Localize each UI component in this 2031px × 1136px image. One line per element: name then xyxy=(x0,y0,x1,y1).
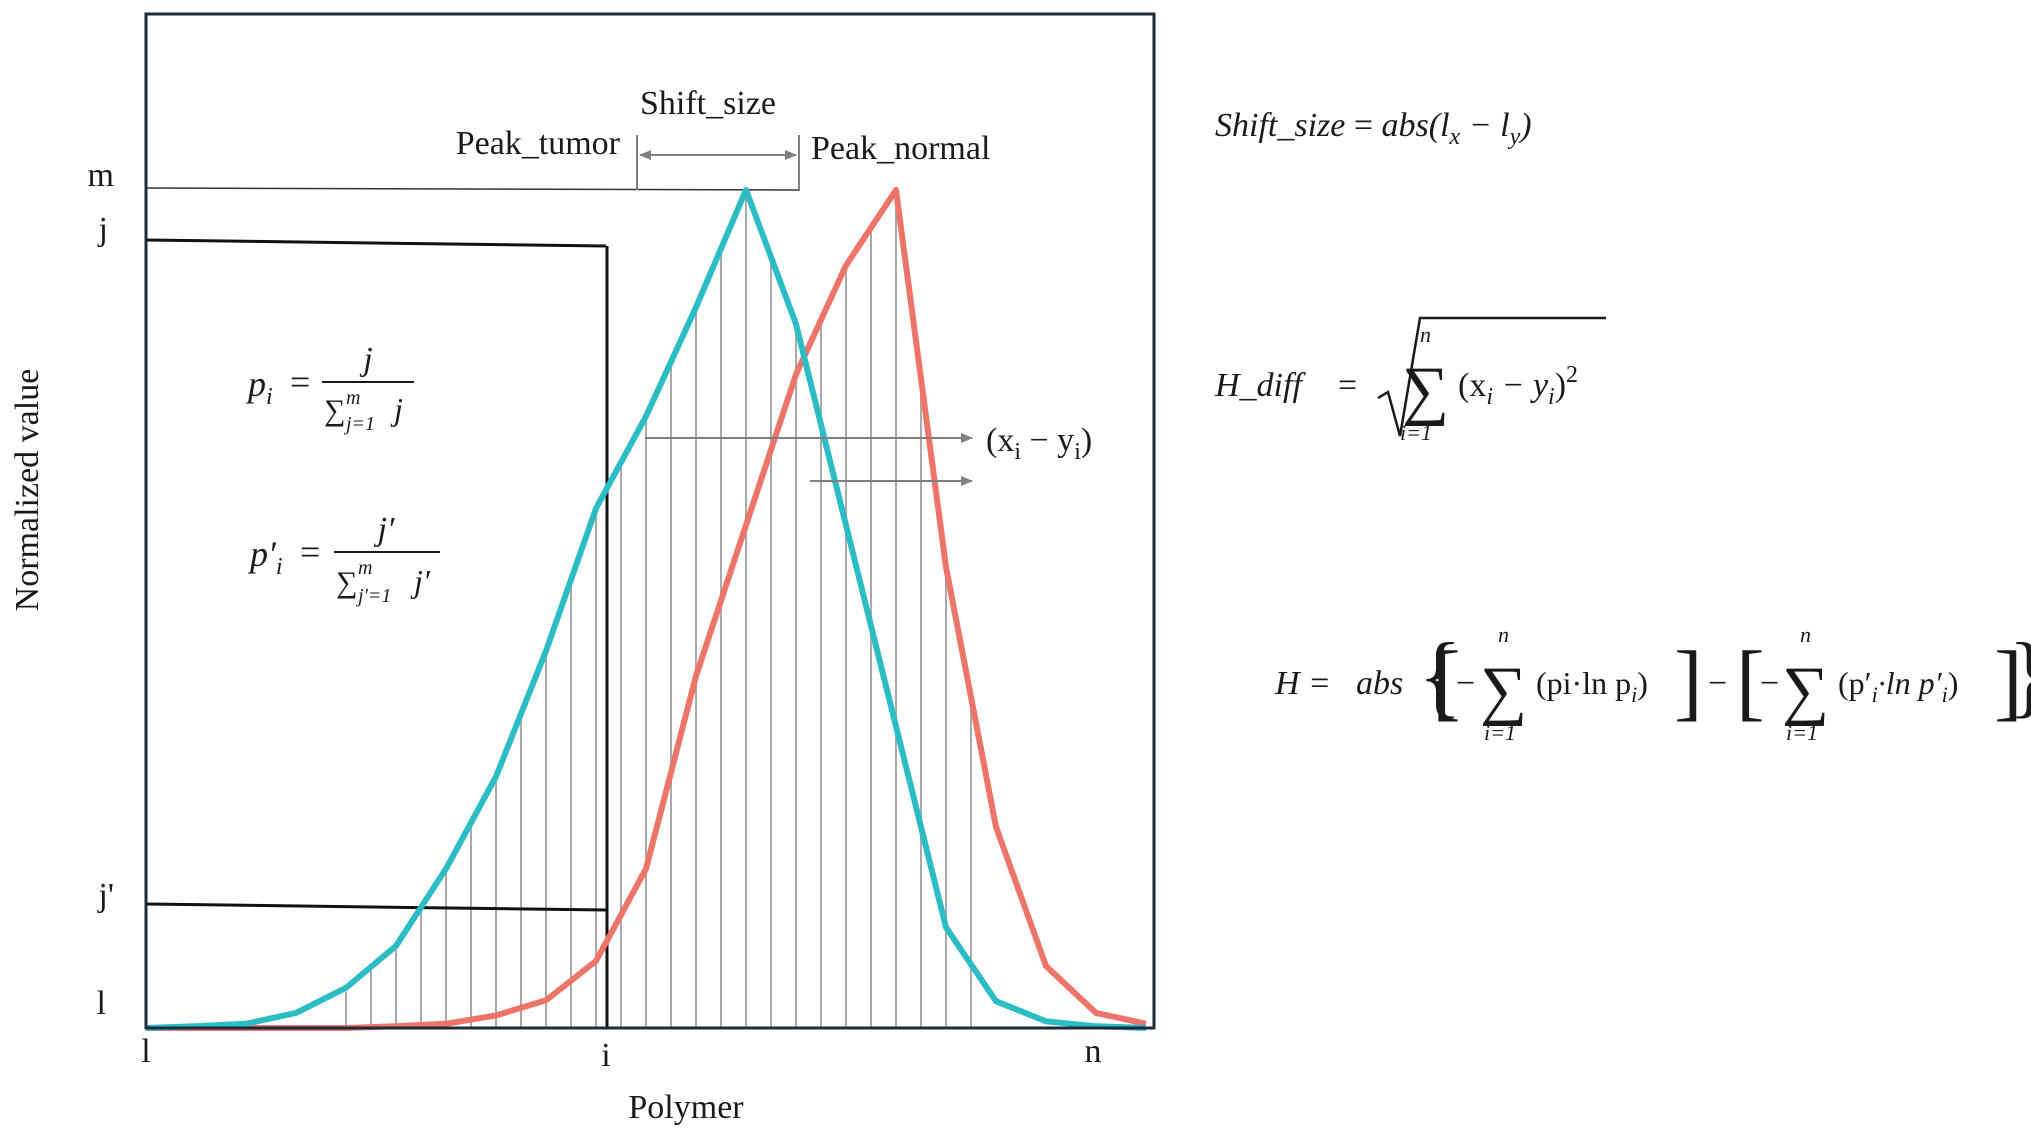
svg-text:(xi − yi)2: (xi − yi)2 xyxy=(1458,362,1578,410)
svg-text:]: ] xyxy=(1994,633,2023,729)
svg-text:{: { xyxy=(1418,624,1462,726)
x-tick-i: i xyxy=(601,1037,610,1074)
svg-text:i=1: i=1 xyxy=(1400,420,1432,445)
jprime-top-line xyxy=(145,902,607,912)
shift-size-label: Shift_size xyxy=(640,85,776,122)
svg-text:Shift_size = abs(lx − ly): Shift_size = abs(lx − ly) xyxy=(1215,107,1532,150)
svg-text:(pi·ln pi): (pi·ln pi) xyxy=(1536,665,1648,707)
y-tick-m: m xyxy=(88,157,114,194)
svg-text:H_diff: H_diff xyxy=(1214,367,1306,404)
svg-text:=: = xyxy=(1338,367,1357,404)
svg-text:}: } xyxy=(2008,624,2031,726)
svg-text:n: n xyxy=(1800,622,1811,647)
svg-text:j′: j′ xyxy=(374,511,395,548)
y-tick-j: j xyxy=(98,211,108,248)
formula-h-diff: H_diff = n ∑ i=1 (xi − yi)2 xyxy=(1214,316,1606,445)
svg-text:pi: pi xyxy=(245,364,273,410)
bin-rectangles xyxy=(145,238,609,1028)
plot-frame xyxy=(144,12,1156,1030)
x-axis-label: Polymer xyxy=(628,1089,744,1126)
svg-text:=: = xyxy=(300,532,320,572)
y-tick-l: l xyxy=(97,985,106,1022)
peak-tumor-curve xyxy=(145,187,1147,1031)
svg-text:j: j xyxy=(390,391,403,427)
svg-text:∑: ∑ xyxy=(336,566,357,599)
svg-text:m: m xyxy=(358,557,372,579)
svg-text:∑: ∑ xyxy=(1480,654,1527,727)
svg-text:j′=1: j′=1 xyxy=(355,585,391,607)
svg-text:−: − xyxy=(1456,665,1475,702)
svg-text:n: n xyxy=(1420,322,1431,347)
svg-text:(p′i·ln p′i): (p′i·ln p′i) xyxy=(1838,665,1958,707)
svg-text:[: [ xyxy=(1432,633,1461,729)
svg-text:abs: abs xyxy=(1356,665,1403,702)
x-tick-n: n xyxy=(1085,1033,1102,1070)
formula-h: H = abs { [ − n ∑ i=1 (pi·ln pi) ] − [ −… xyxy=(1274,622,2031,745)
formula-shift-size: Shift_size = abs(lx − ly) xyxy=(1215,107,1532,150)
hatch-lines xyxy=(345,194,972,1028)
difference-label: (xi − yi) xyxy=(986,422,1092,465)
x-tick-l: l xyxy=(141,1033,150,1070)
svg-text:[: [ xyxy=(1736,633,1765,729)
svg-text:∑: ∑ xyxy=(324,394,345,427)
svg-text:i=1: i=1 xyxy=(1484,720,1516,745)
peak-tumor-label: Peak_tumor xyxy=(456,125,621,162)
svg-text:p′i: p′i xyxy=(247,534,283,580)
y-axis-label: Normalized value xyxy=(9,369,46,612)
svg-text:j′: j′ xyxy=(410,563,431,599)
formula-p-prime-i: p′i = j′ ∑ m j′=1 j′ xyxy=(247,511,440,607)
svg-text:H =: H = xyxy=(1274,665,1331,702)
svg-text:j: j xyxy=(359,341,372,378)
svg-text:j=1: j=1 xyxy=(343,413,375,435)
svg-text:m: m xyxy=(346,387,360,409)
svg-text:i=1: i=1 xyxy=(1786,720,1818,745)
svg-text:−: − xyxy=(1708,665,1727,702)
formula-p-i: pi = j ∑ m j=1 j xyxy=(245,341,414,435)
peak-normal-label: Peak_normal xyxy=(811,130,990,167)
y-tick-j-prime: j' xyxy=(97,877,114,914)
svg-text:=: = xyxy=(290,362,310,402)
peak-normal-curve xyxy=(146,187,1147,1031)
svg-text:∑: ∑ xyxy=(1782,654,1829,727)
m-level-line xyxy=(145,187,801,191)
j-top-line xyxy=(145,238,607,248)
svg-text:−: − xyxy=(1760,665,1779,702)
svg-text:n: n xyxy=(1498,622,1509,647)
svg-text:∑: ∑ xyxy=(1402,354,1449,427)
svg-text:]: ] xyxy=(1674,633,1703,729)
